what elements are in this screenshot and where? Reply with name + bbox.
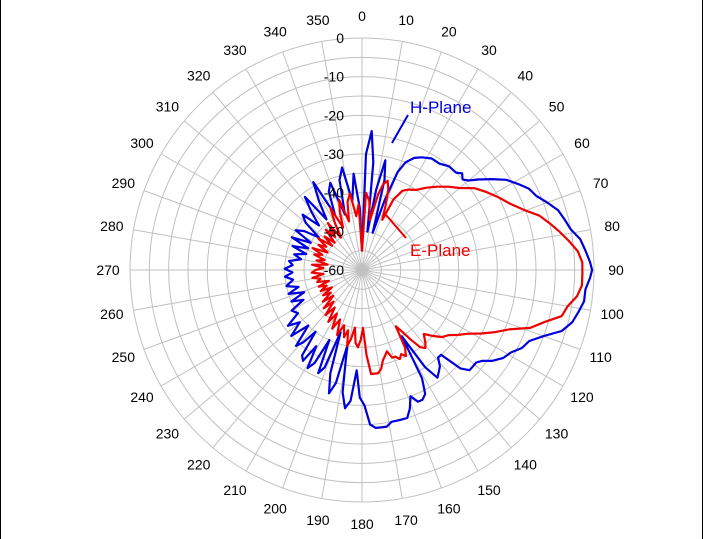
angle-tick-label: 50 <box>549 99 565 115</box>
radial-tick-label: -30 <box>324 146 344 162</box>
radial-tick-label: -20 <box>324 107 344 123</box>
series-layer <box>283 130 594 429</box>
angle-tick-label: 90 <box>608 262 624 278</box>
angle-tick-label: 230 <box>156 425 180 441</box>
e-plane-trace <box>310 179 584 376</box>
angle-tick-label: 120 <box>570 389 594 405</box>
grid-spoke <box>361 41 403 271</box>
grid-spoke <box>143 190 363 271</box>
grid-spoke <box>245 269 363 472</box>
h-plane-leader-line <box>391 114 409 144</box>
angle-tick-label: 170 <box>394 512 418 528</box>
grid-spoke <box>361 190 581 271</box>
angle-tick-label: 100 <box>600 306 624 322</box>
radial-tick-label: -40 <box>324 185 344 201</box>
h-plane-annotation: H-Plane <box>410 98 471 117</box>
angle-tick-label: 80 <box>604 218 620 234</box>
angle-tick-label: 140 <box>514 457 538 473</box>
angle-tick-label: 300 <box>130 135 154 151</box>
angle-tick-labels: 0 10 20 30 40 50 60 70 80 90 100 110 120 130 140 150 160… <box>96 8 624 532</box>
e-plane-leader-line <box>385 214 407 239</box>
grid-spoke <box>212 269 363 449</box>
grid-spoke <box>361 269 403 499</box>
angle-tick-label: 190 <box>306 512 330 528</box>
radial-tick-label: -10 <box>324 69 344 85</box>
radial-tick-labels: 0 -10 -20 -30 -40 -50 -60 <box>324 30 344 278</box>
angle-tick-label: 330 <box>223 42 247 58</box>
angle-tick-label: 280 <box>100 218 124 234</box>
angle-tick-label: 240 <box>130 389 154 405</box>
grid-spoke <box>361 269 512 449</box>
angle-tick-label: 200 <box>263 501 287 517</box>
angle-tick-label: 260 <box>100 306 124 322</box>
polar-grid <box>129 37 595 503</box>
grid-spoke <box>361 120 541 271</box>
angle-tick-label: 270 <box>96 262 120 278</box>
angle-tick-label: 310 <box>156 99 180 115</box>
grid-spoke <box>361 91 512 271</box>
angle-tick-label: 10 <box>398 12 414 28</box>
angle-tick-label: 0 <box>358 8 366 24</box>
angle-tick-label: 340 <box>263 23 287 39</box>
radial-tick-label: 0 <box>336 30 344 46</box>
grid-spoke <box>361 269 541 420</box>
angle-tick-label: 70 <box>593 175 609 191</box>
grid-spoke <box>361 269 591 311</box>
angle-tick-label: 20 <box>441 23 457 39</box>
angle-tick-label: 110 <box>590 349 613 365</box>
grid-spoke <box>361 153 564 271</box>
grid-spoke <box>361 269 564 387</box>
grid-spoke <box>282 51 363 271</box>
angle-tick-label: 250 <box>112 349 136 365</box>
angle-tick-label: 30 <box>481 42 497 58</box>
annotations: H-Plane E-Plane <box>385 98 471 260</box>
angle-tick-label: 130 <box>545 425 569 441</box>
grid-spoke <box>361 68 479 271</box>
angle-tick-label: 290 <box>112 175 136 191</box>
grid-spoke <box>282 269 363 489</box>
angle-tick-label: 60 <box>574 135 590 151</box>
angle-tick-label: 220 <box>187 457 211 473</box>
grid-spoke <box>321 41 363 271</box>
angle-tick-label: 320 <box>187 67 211 83</box>
angle-tick-label: 160 <box>437 501 461 517</box>
angle-tick-label: 40 <box>517 67 533 83</box>
grid-spoke <box>160 153 363 271</box>
grid-spoke <box>361 269 442 489</box>
angle-tick-label: 150 <box>477 482 501 498</box>
grid-spoke <box>361 269 479 472</box>
grid-spoke <box>245 68 363 271</box>
grid-spoke <box>133 269 363 311</box>
angle-tick-label: 210 <box>223 482 247 498</box>
grid-spoke <box>361 51 442 271</box>
grid-spoke <box>361 229 591 271</box>
grid-spoke <box>321 269 363 499</box>
e-plane-annotation: E-Plane <box>410 241 470 260</box>
angle-tick-label: 350 <box>306 12 330 28</box>
radial-tick-label: -60 <box>324 262 344 278</box>
grid-spoke <box>183 269 363 420</box>
radial-tick-label: -50 <box>324 223 344 239</box>
angle-tick-label: 180 <box>350 516 374 532</box>
grid-spoke <box>212 91 363 271</box>
h-plane-trace <box>283 130 594 429</box>
